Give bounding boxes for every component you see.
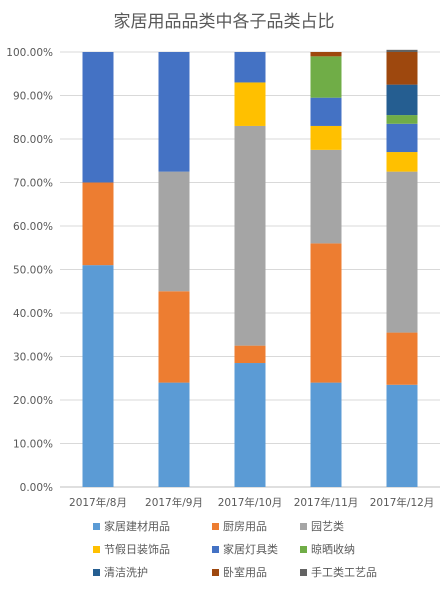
- legend-swatch: [93, 546, 100, 553]
- bar-segment: [310, 52, 342, 57]
- legend-swatch: [212, 546, 219, 553]
- legend-swatch: [300, 546, 307, 553]
- chart-title: 家居用品品类中各子品类占比: [114, 12, 335, 32]
- y-tick-label: 10.00%: [13, 439, 53, 451]
- legend-label: 家居灯具类: [223, 542, 278, 556]
- y-tick-label: 100.00%: [6, 47, 53, 59]
- bar-segment: [234, 363, 266, 487]
- y-tick-label: 60.00%: [13, 221, 53, 233]
- bar-segment: [386, 171, 418, 333]
- bar-segment: [386, 384, 418, 487]
- x-tick-label: 2017年/12月: [370, 496, 435, 509]
- bar-segment: [310, 97, 342, 126]
- bar-segment: [234, 125, 266, 346]
- legend-label: 清洁洗护: [104, 565, 148, 579]
- bar-segment: [310, 382, 342, 487]
- bar-segment: [158, 291, 190, 383]
- y-tick-label: 20.00%: [13, 395, 53, 407]
- bar-segment: [310, 125, 342, 150]
- legend-swatch: [300, 569, 307, 576]
- x-tick-label: 2017年/10月: [218, 496, 283, 509]
- legend-label: 园艺类: [311, 519, 344, 533]
- bar-segment: [310, 243, 342, 383]
- x-axis-ticks: 2017年/8月 2017年/9月 2017年/10月 2017年/11月 2017年/…: [69, 496, 434, 509]
- bar-segment: [310, 149, 342, 244]
- bar-segment: [158, 171, 190, 292]
- y-tick-label: 90.00%: [13, 91, 53, 103]
- legend-label: 节假日装饰品: [104, 542, 170, 556]
- bar-segment: [82, 265, 114, 487]
- y-tick-label: 70.00%: [13, 178, 53, 190]
- bar-segment: [158, 52, 190, 172]
- x-tick-label: 2017年/11月: [294, 496, 359, 509]
- bar-segment: [386, 52, 418, 85]
- legend-swatch: [212, 569, 219, 576]
- y-tick-label: 80.00%: [13, 134, 53, 146]
- x-tick-label: 2017年/9月: [145, 496, 203, 509]
- legend-swatch: [93, 569, 100, 576]
- legend-swatch: [212, 523, 219, 530]
- bar-segment: [234, 345, 266, 364]
- bar-segment: [82, 182, 114, 266]
- legend-label: 厨房用品: [223, 520, 267, 533]
- bar-segment: [234, 52, 266, 83]
- bar-segment: [386, 123, 418, 153]
- bar-segment: [386, 332, 418, 385]
- bars: [82, 49, 418, 487]
- legend-label: 卧室用品: [223, 565, 267, 579]
- legend-swatch: [93, 523, 100, 530]
- y-tick-label: 0.00%: [20, 482, 53, 494]
- y-axis-ticks: 0.00% 10.00% 20.00% 30.00% 40.00% 50.00% 60.00…: [6, 47, 53, 494]
- bar-segment: [234, 82, 266, 126]
- bar-segment: [310, 56, 342, 98]
- legend-label: 手工类工艺品: [311, 565, 377, 579]
- y-tick-label: 30.00%: [13, 352, 53, 364]
- y-tick-label: 40.00%: [13, 308, 53, 320]
- x-tick-label: 2017年/8月: [69, 496, 127, 509]
- legend-swatch: [300, 523, 307, 530]
- legend-label: 家居建材用品: [104, 519, 170, 533]
- legend-label: 晾晒收纳: [311, 542, 355, 556]
- bar-segment: [158, 382, 190, 487]
- bar-segment: [82, 52, 114, 183]
- y-tick-label: 50.00%: [13, 265, 53, 277]
- bar-segment: [386, 115, 418, 124]
- bar-segment: [386, 84, 418, 116]
- bar-segment: [386, 152, 418, 172]
- bar-segment: [386, 49, 418, 52]
